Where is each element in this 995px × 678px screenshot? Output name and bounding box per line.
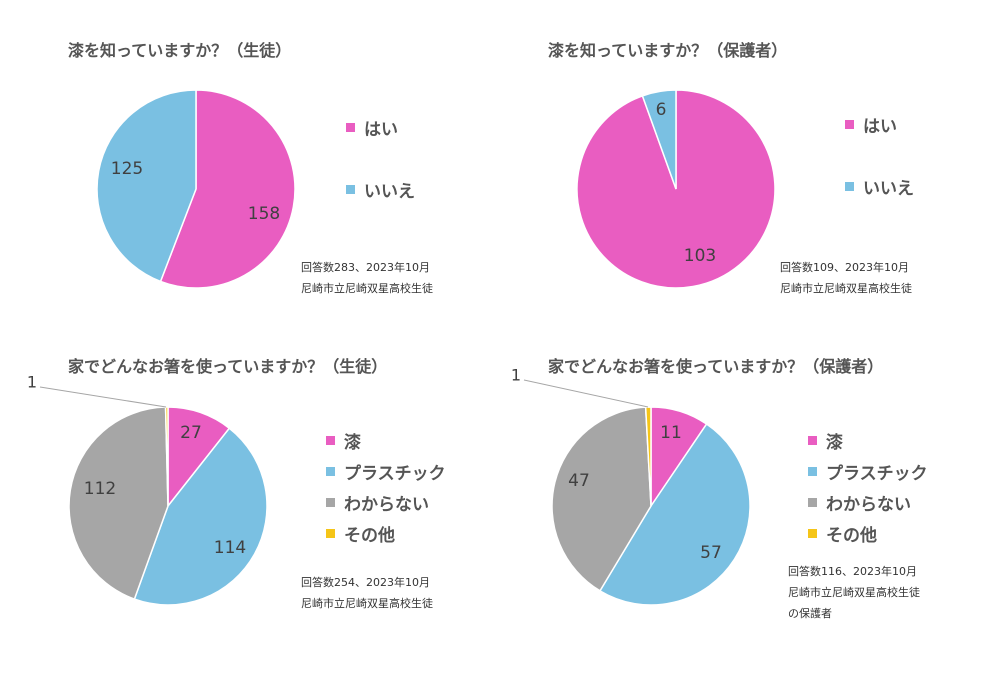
pie-slice	[641, 89, 677, 190]
chart-title: 家でどんなお箸を使っていますか？（生徒）	[68, 357, 388, 376]
legend-item: プラスチック	[326, 456, 446, 487]
chart-note: 回答数254、2023年10月 尼崎市立尼崎双星高校生徒	[301, 572, 433, 614]
note-line: 回答数116、2023年10月	[788, 565, 917, 578]
leader-line	[523, 379, 649, 408]
data-label: 27	[180, 423, 202, 443]
legend-swatch	[326, 467, 335, 476]
legend: 漆 プラスチック わからない その他	[808, 425, 928, 549]
legend-item: わからない	[326, 487, 446, 518]
pie-slice	[159, 89, 296, 289]
note-line: の保護者	[788, 607, 832, 620]
legend-swatch	[808, 498, 817, 507]
legend-swatch	[808, 529, 817, 538]
pie-slice	[551, 406, 652, 592]
legend-swatch	[326, 529, 335, 538]
legend-item: その他	[326, 518, 446, 549]
legend-item: はい	[346, 112, 415, 143]
legend-item: はい	[845, 109, 914, 140]
data-label: 57	[700, 543, 722, 563]
chart-note: 回答数283、2023年10月 尼崎市立尼崎双星高校生徒	[301, 257, 433, 299]
legend-swatch	[845, 182, 854, 191]
pie-slice	[133, 427, 268, 606]
legend-item: いいえ	[845, 171, 914, 202]
pie-slice	[96, 89, 197, 283]
note-line: 尼崎市立尼崎双星高校生徒	[780, 282, 912, 295]
chart-note: 回答数109、2023年10月 尼崎市立尼崎双星高校生徒	[780, 257, 912, 299]
data-label: 114	[214, 538, 246, 558]
note-line: 回答数254、2023年10月	[301, 576, 430, 589]
chart-note: 回答数116、2023年10月 尼崎市立尼崎双星高校生徒 の保護者	[788, 561, 920, 624]
note-line: 回答数109、2023年10月	[780, 261, 909, 274]
legend-swatch	[845, 120, 854, 129]
legend: はい いいえ	[845, 109, 914, 202]
note-line: 回答数283、2023年10月	[301, 261, 430, 274]
data-label: 1	[27, 373, 37, 392]
legend: はい いいえ	[346, 112, 415, 205]
legend-swatch	[326, 436, 335, 445]
chart-title: 漆を知っていますか？（生徒）	[68, 41, 292, 60]
legend: 漆 プラスチック わからない その他	[326, 425, 446, 549]
legend-swatch	[346, 123, 355, 132]
note-line: 尼崎市立尼崎双星高校生徒	[301, 282, 433, 295]
data-label: 6	[656, 100, 667, 120]
data-label: 11	[660, 423, 682, 443]
legend-item: 漆	[808, 425, 928, 456]
pie-slice	[598, 423, 751, 606]
legend-swatch	[346, 185, 355, 194]
chart-title: 漆を知っていますか？（保護者）	[548, 41, 788, 60]
legend-swatch	[808, 436, 817, 445]
leader-line	[39, 386, 167, 408]
data-label: 47	[568, 471, 590, 491]
legend-item: その他	[808, 518, 928, 549]
data-label: 103	[684, 246, 716, 266]
legend-swatch	[326, 498, 335, 507]
data-label: 1	[511, 366, 521, 385]
pie-slice	[68, 406, 169, 601]
legend-item: わからない	[808, 487, 928, 518]
legend-item: 漆	[326, 425, 446, 456]
pie-slice	[644, 406, 652, 507]
legend-item: いいえ	[346, 174, 415, 205]
legend-item: プラスチック	[808, 456, 928, 487]
data-label: 158	[248, 204, 280, 224]
note-line: 尼崎市立尼崎双星高校生徒	[301, 597, 433, 610]
data-label: 125	[111, 159, 143, 179]
data-label: 112	[84, 479, 116, 499]
legend-swatch	[808, 467, 817, 476]
chart-title: 家でどんなお箸を使っていますか？（保護者）	[548, 357, 884, 376]
note-line: 尼崎市立尼崎双星高校生徒	[788, 586, 920, 599]
